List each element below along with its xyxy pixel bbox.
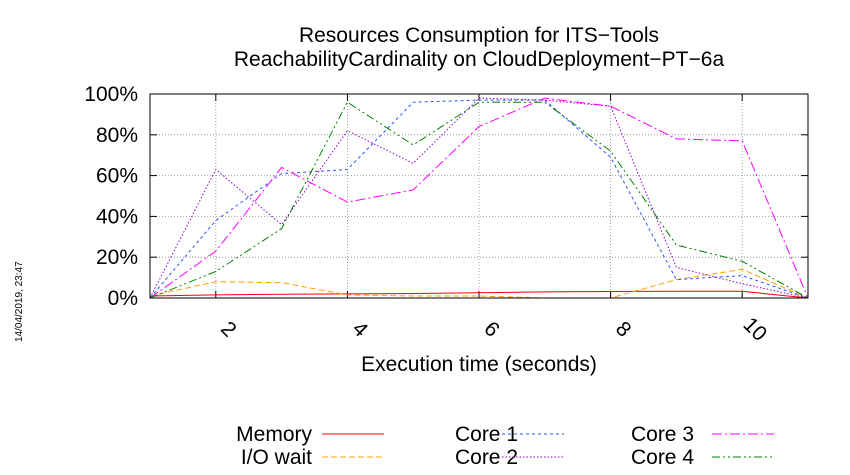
legend-label: Core 2 (455, 446, 518, 469)
x-tick-label: 10 (738, 313, 771, 346)
x-tick-label: 6 (479, 317, 504, 342)
series-lines (149, 97, 809, 299)
series-line-core-3 (149, 97, 809, 299)
y-tick-label: 60% (96, 165, 138, 188)
legend-label: Core 4 (631, 446, 694, 469)
y-tick-label: 20% (96, 246, 138, 269)
series-line-i-o-wait (149, 268, 809, 299)
y-tick-label: 40% (96, 205, 138, 228)
y-tick-label: 0% (108, 287, 138, 310)
plot-frame (149, 93, 809, 299)
x-axis-label: Execution time (seconds) (361, 353, 597, 376)
series-line-core-2 (149, 97, 809, 299)
legend-label: Memory (236, 423, 312, 446)
chart-title-line-1: Resources Consumption for ITS−Tools (299, 24, 659, 47)
grid (150, 94, 808, 298)
legend-label: Core 1 (455, 423, 518, 446)
x-tick-label: 2 (216, 317, 241, 342)
legend-label: Core 3 (631, 423, 694, 446)
series-line-memory (149, 290, 809, 299)
timestamp: 14/04/2019, 23:47 (14, 261, 25, 342)
y-tick-label: 80% (96, 124, 138, 147)
x-tick-label: 8 (611, 317, 636, 342)
y-tick-label: 100% (84, 83, 138, 106)
chart-title-line-2: ReachabilityCardinality on CloudDeployme… (234, 48, 725, 71)
legend-label: I/O wait (241, 446, 312, 469)
axes: 0% 20% 40% 60% 80% 100% 2 4 6 8 10 (84, 83, 808, 346)
series-line-core-1 (149, 99, 809, 299)
x-tick-label: 4 (348, 317, 373, 342)
series-line-core-4 (149, 101, 809, 299)
